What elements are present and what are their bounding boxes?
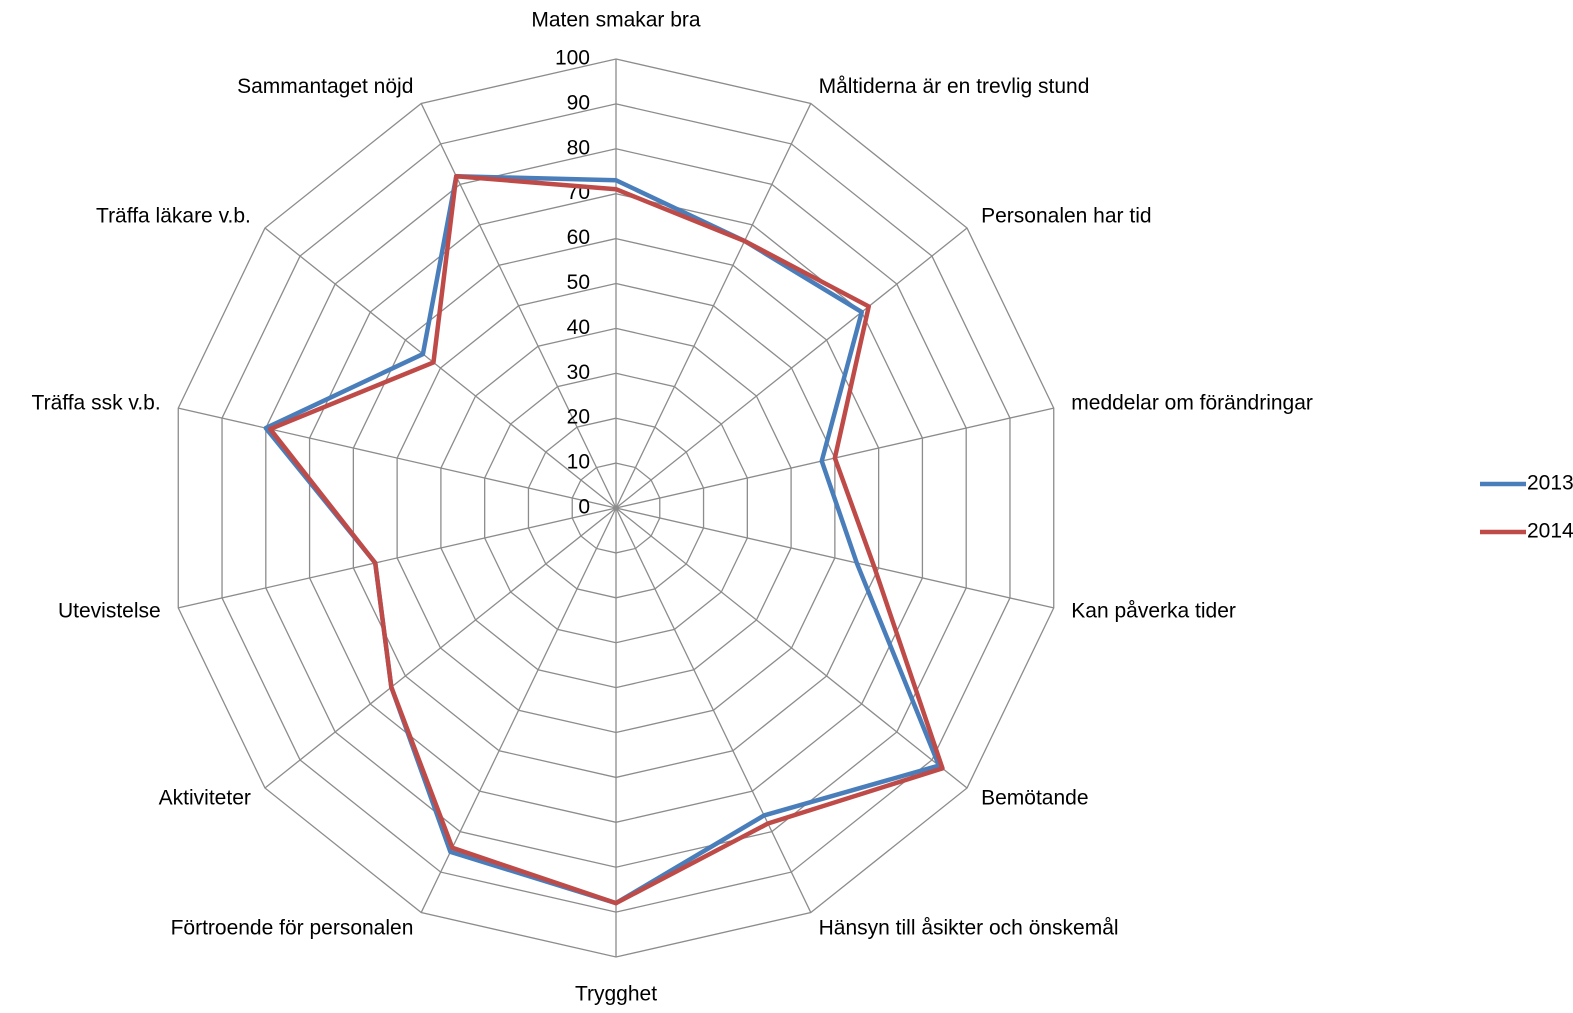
category-label: Trygghet bbox=[575, 983, 657, 1006]
category-label: Förtroende för personalen bbox=[171, 916, 414, 939]
spoke bbox=[615, 227, 968, 509]
category-label: Träffa ssk v.b. bbox=[32, 392, 161, 415]
y-tick-label: 30 bbox=[567, 361, 590, 384]
category-label: Träffa läkare v.b. bbox=[96, 204, 251, 227]
series-line bbox=[267, 174, 945, 906]
y-tick-label: 90 bbox=[567, 91, 590, 114]
y-tick-label: 20 bbox=[567, 406, 590, 429]
spoke bbox=[178, 407, 617, 509]
y-tick-label: 10 bbox=[567, 451, 590, 474]
spoke bbox=[615, 507, 1054, 609]
legend-label: 2014 bbox=[1527, 520, 1573, 543]
spoke bbox=[178, 507, 617, 609]
category-label: meddelar om förändringar bbox=[1071, 392, 1313, 415]
series-line bbox=[263, 174, 942, 906]
y-tick-label: 50 bbox=[567, 271, 590, 294]
category-label: Sammantaget nöjd bbox=[237, 75, 413, 98]
spoke bbox=[420, 103, 617, 509]
y-tick-label: 100 bbox=[555, 47, 590, 70]
category-label: Aktiviteter bbox=[159, 787, 251, 810]
category-label: Personalen har tid bbox=[981, 204, 1151, 227]
category-label: Hänsyn till åsikter och önskemål bbox=[819, 916, 1119, 939]
spoke bbox=[615, 507, 812, 913]
spoke bbox=[264, 507, 617, 789]
legend-label: 2013 bbox=[1527, 472, 1573, 495]
spoke bbox=[264, 227, 617, 509]
category-label: Kan påverka tider bbox=[1071, 599, 1236, 622]
y-tick-label: 0 bbox=[578, 496, 590, 519]
y-tick-label: 40 bbox=[567, 316, 590, 339]
category-label: Måltiderna är en trevlig stund bbox=[819, 75, 1090, 98]
y-tick-label: 60 bbox=[567, 226, 590, 249]
spoke bbox=[615, 103, 812, 509]
y-tick-label: 80 bbox=[567, 136, 590, 159]
category-label: Utevistelse bbox=[58, 599, 161, 622]
category-label: Bemötande bbox=[981, 787, 1088, 810]
spoke bbox=[615, 507, 968, 789]
category-label: Maten smakar bra bbox=[531, 9, 701, 32]
